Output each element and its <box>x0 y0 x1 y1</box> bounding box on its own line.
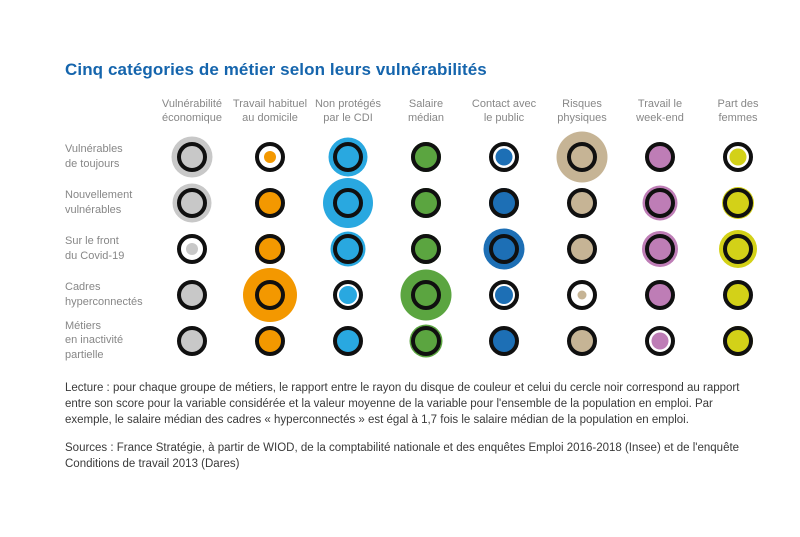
black-ring <box>723 325 753 356</box>
black-ring <box>177 187 207 218</box>
chart-title: Cinq catégories de métier selon leurs vu… <box>65 60 487 79</box>
bubble-cell <box>543 131 621 182</box>
bubble-cell <box>543 318 621 364</box>
bubble-cell <box>231 226 309 272</box>
black-ring <box>333 233 363 264</box>
black-ring <box>333 325 363 356</box>
black-ring <box>489 187 519 218</box>
black-ring <box>255 187 285 218</box>
black-ring <box>645 187 675 218</box>
bubble-cell <box>621 134 699 180</box>
bubble-cell <box>621 318 699 364</box>
bubble-cell <box>699 318 777 364</box>
black-ring <box>489 141 519 172</box>
column-header: Travail le week-end <box>636 98 684 124</box>
bubble-cell <box>465 134 543 180</box>
black-ring <box>411 187 441 218</box>
black-ring <box>177 279 207 310</box>
row-label: Sur le front du Covid-19 <box>65 235 125 262</box>
bubble-cell <box>153 318 231 364</box>
bubble-cell <box>153 272 231 318</box>
black-ring <box>255 233 285 264</box>
black-ring <box>567 141 597 172</box>
black-ring <box>645 325 675 356</box>
bubble-cell <box>231 180 309 226</box>
bubble-cell <box>543 180 621 226</box>
bubble-cell <box>309 318 387 364</box>
black-ring <box>723 187 753 218</box>
black-ring <box>255 325 285 356</box>
black-ring <box>723 279 753 310</box>
black-ring <box>567 325 597 356</box>
bubble-cell <box>387 180 465 226</box>
bubble-cell <box>309 226 387 272</box>
black-ring <box>177 233 207 264</box>
bubble-cell <box>309 272 387 318</box>
bubble-cell <box>465 272 543 318</box>
bubble-cell <box>387 134 465 180</box>
bubble-cell <box>153 226 231 272</box>
bubble-cell <box>309 134 387 180</box>
black-ring <box>177 325 207 356</box>
column-header: Risques physiques <box>557 98 607 124</box>
black-ring <box>255 279 285 310</box>
black-ring <box>645 279 675 310</box>
black-ring <box>255 141 285 172</box>
black-ring <box>177 141 207 172</box>
black-ring <box>645 233 675 264</box>
black-ring <box>411 141 441 172</box>
column-header: Salaire médian <box>407 98 445 124</box>
black-ring <box>645 141 675 172</box>
black-ring <box>333 279 363 310</box>
bubble-cell <box>465 180 543 226</box>
black-ring <box>489 325 519 356</box>
black-ring <box>489 279 519 310</box>
row-label: Métiers en inactivité partielle <box>65 320 124 361</box>
black-ring <box>411 325 441 356</box>
row-label: Cadres hyperconnectés <box>65 281 143 308</box>
black-ring <box>489 233 519 264</box>
bubble-matrix: Vulnérabilité économique Travail habituel… <box>65 98 770 364</box>
black-ring <box>567 279 597 310</box>
bubble-cell <box>699 226 777 272</box>
black-ring <box>411 279 441 310</box>
bubble-cell <box>621 180 699 226</box>
black-ring <box>567 187 597 218</box>
column-header: Contact avec le public <box>471 98 537 124</box>
black-ring <box>333 187 363 218</box>
bubble-cell <box>543 272 621 318</box>
black-ring <box>723 233 753 264</box>
bubble-cell <box>231 134 309 180</box>
bubble-cell <box>465 226 543 272</box>
lecture-note: Lecture : pour chaque groupe de métiers,… <box>65 381 740 426</box>
bubble-cell <box>699 180 777 226</box>
bubble-cell <box>543 226 621 272</box>
row-label: Nouvellement vulnérables <box>65 189 133 216</box>
black-ring <box>333 141 363 172</box>
bubble-cell <box>621 272 699 318</box>
bubble-cell <box>231 267 309 322</box>
column-header: Non protégés par le CDI <box>314 98 382 124</box>
bubble-cell <box>465 318 543 364</box>
bubble-cell <box>387 226 465 272</box>
black-ring <box>723 141 753 172</box>
bubble-cell <box>621 226 699 272</box>
column-header: Travail habituel au domicile <box>232 98 308 124</box>
sources-note: Sources : France Stratégie, à partir de … <box>65 441 740 470</box>
row-label: Vulnérables de toujours <box>65 143 123 170</box>
bubble-cell <box>231 318 309 364</box>
bubble-cell <box>699 134 777 180</box>
bubble-cell <box>387 269 465 320</box>
bubble-cell <box>153 180 231 226</box>
corner-spacer <box>65 115 153 116</box>
black-ring <box>411 233 441 264</box>
bubble-cell <box>387 318 465 364</box>
column-header: Vulnérabilité économique <box>161 98 223 124</box>
bubble-cell <box>699 272 777 318</box>
column-header: Part des femmes <box>717 98 759 124</box>
black-ring <box>567 233 597 264</box>
bubble-cell <box>309 177 387 228</box>
bubble-cell <box>153 134 231 180</box>
